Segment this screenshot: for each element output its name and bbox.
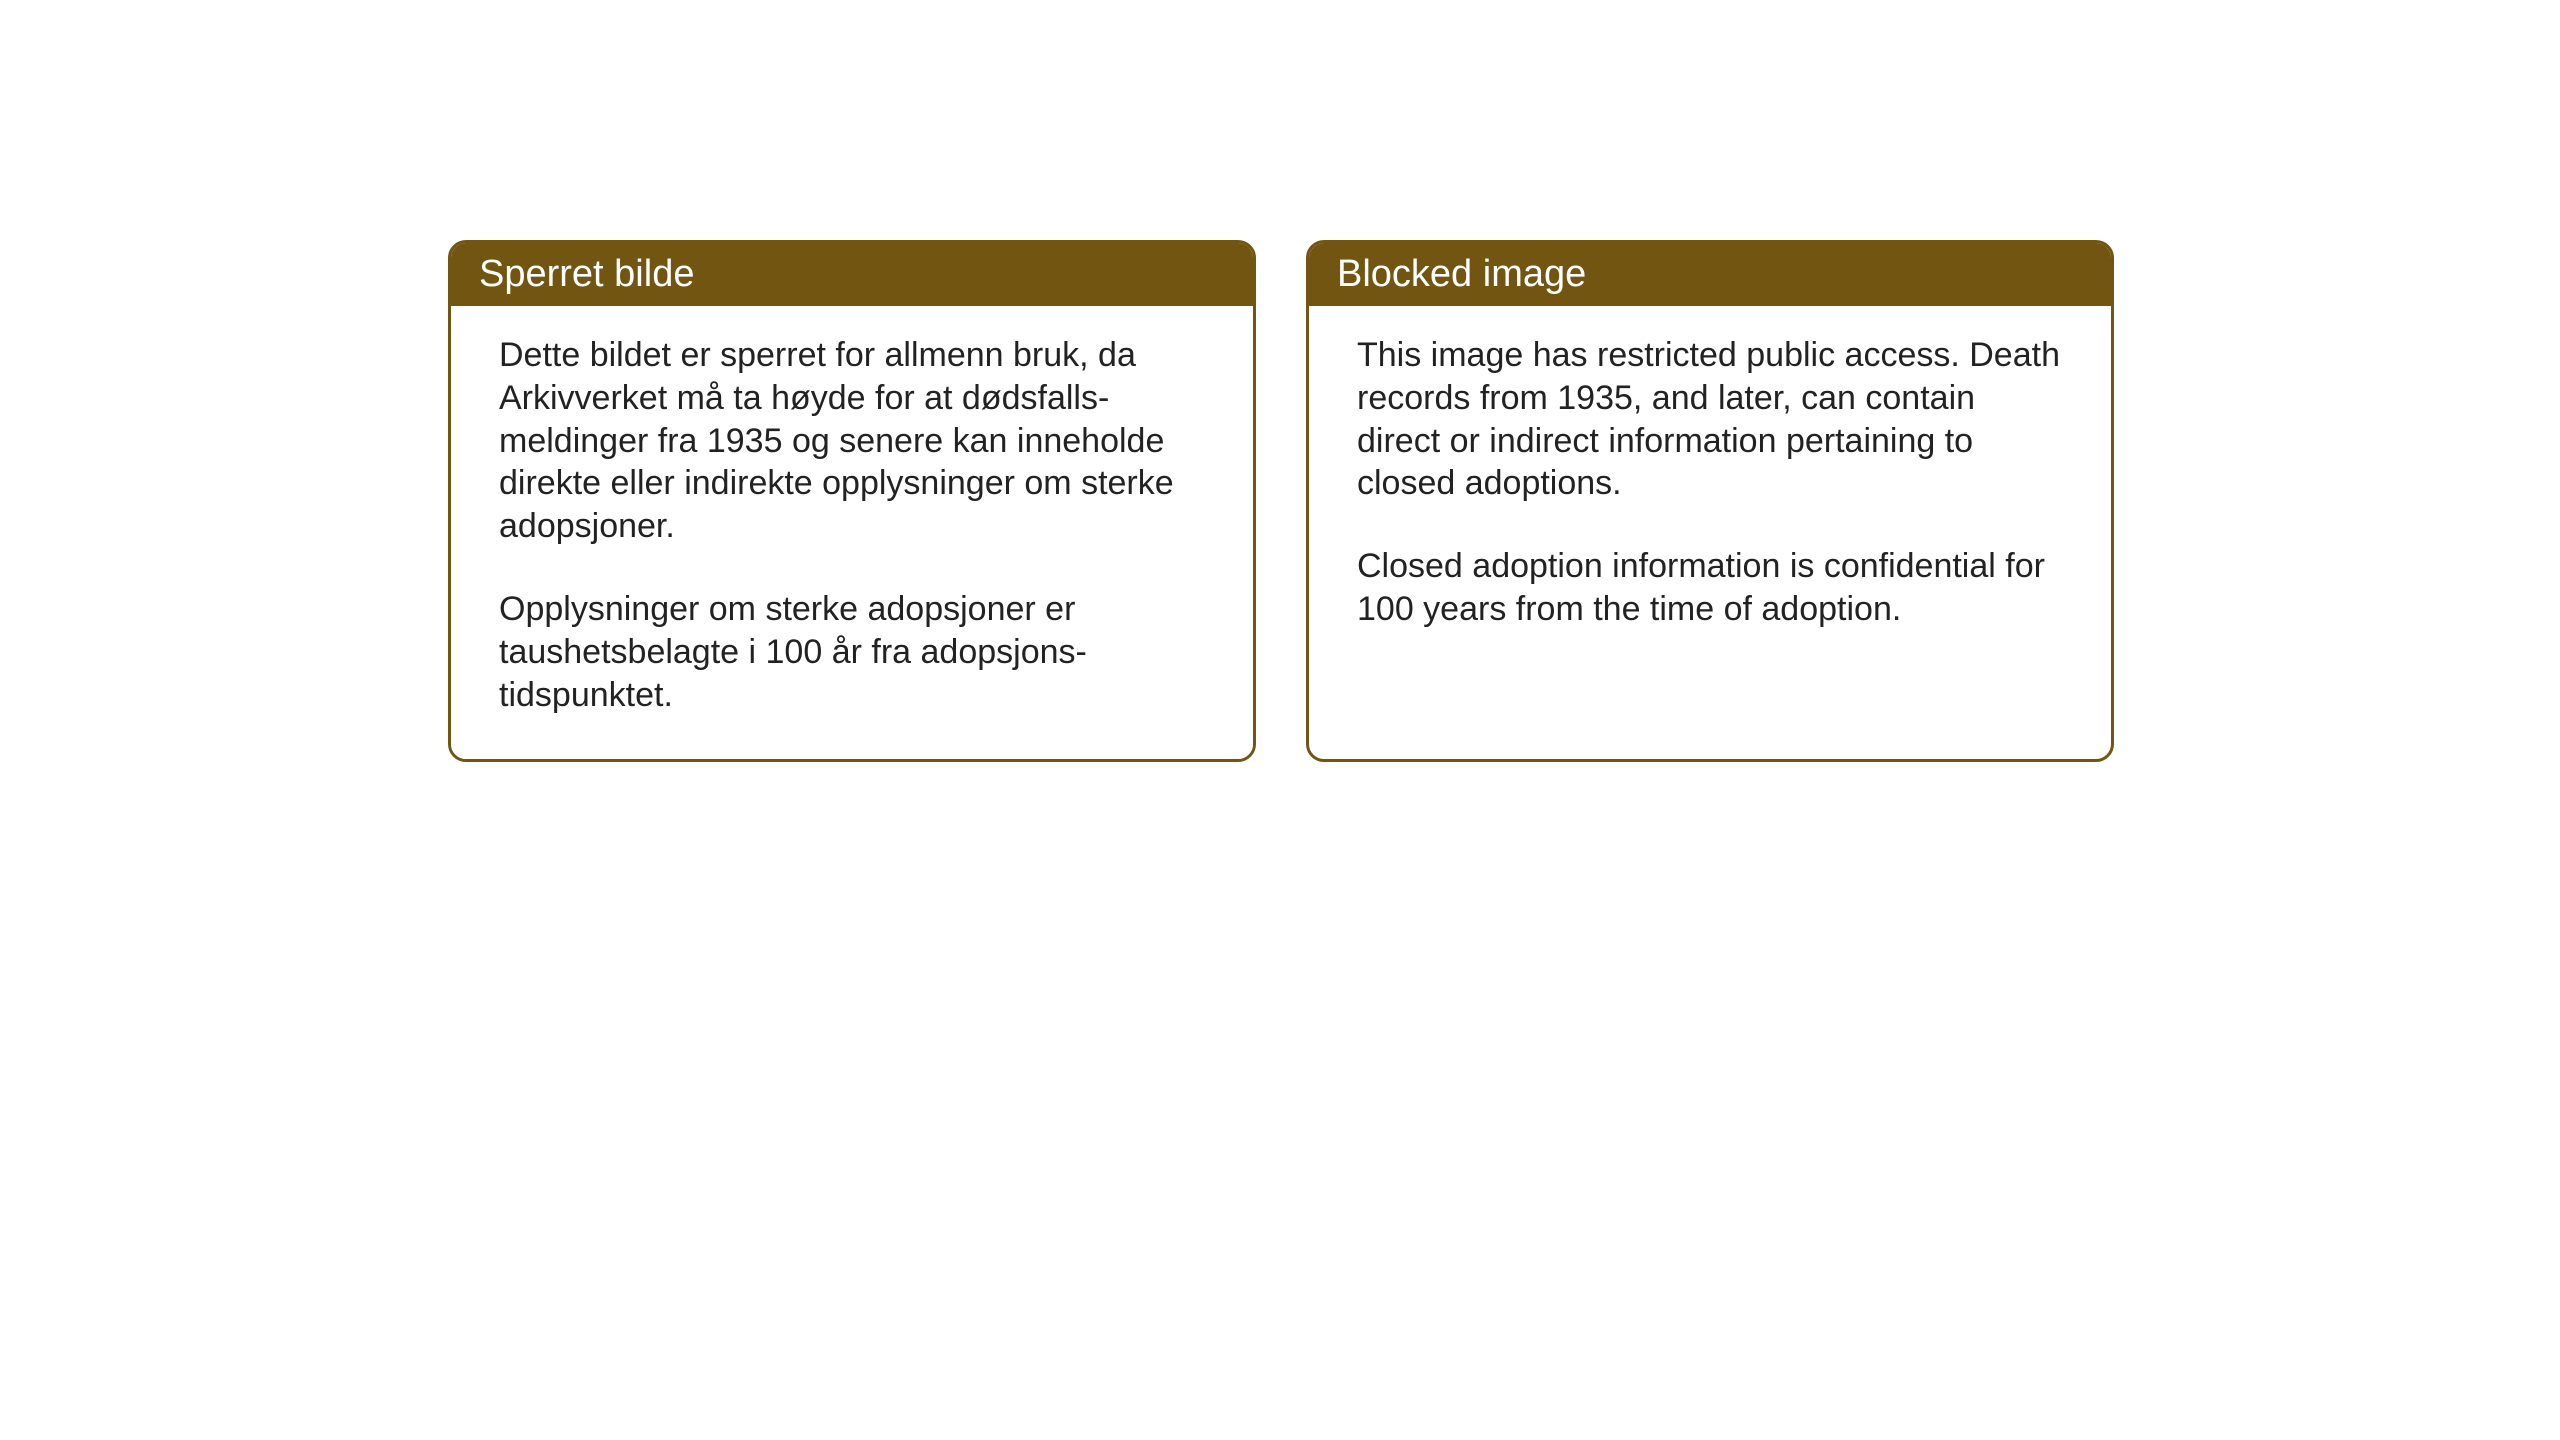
notice-box-norwegian: Sperret bilde Dette bildet er sperret fo… bbox=[448, 240, 1256, 762]
notice-header-norwegian: Sperret bilde bbox=[451, 243, 1253, 306]
notice-paragraph: This image has restricted public access.… bbox=[1357, 334, 2063, 505]
notice-body-norwegian: Dette bildet er sperret for allmenn bruk… bbox=[451, 306, 1253, 759]
notice-box-english: Blocked image This image has restricted … bbox=[1306, 240, 2114, 762]
notice-paragraph: Opplysninger om sterke adopsjoner er tau… bbox=[499, 588, 1205, 716]
notice-container: Sperret bilde Dette bildet er sperret fo… bbox=[448, 240, 2114, 762]
notice-body-english: This image has restricted public access.… bbox=[1309, 306, 2111, 673]
notice-paragraph: Dette bildet er sperret for allmenn bruk… bbox=[499, 334, 1205, 548]
notice-paragraph: Closed adoption information is confident… bbox=[1357, 545, 2063, 631]
notice-header-english: Blocked image bbox=[1309, 243, 2111, 306]
